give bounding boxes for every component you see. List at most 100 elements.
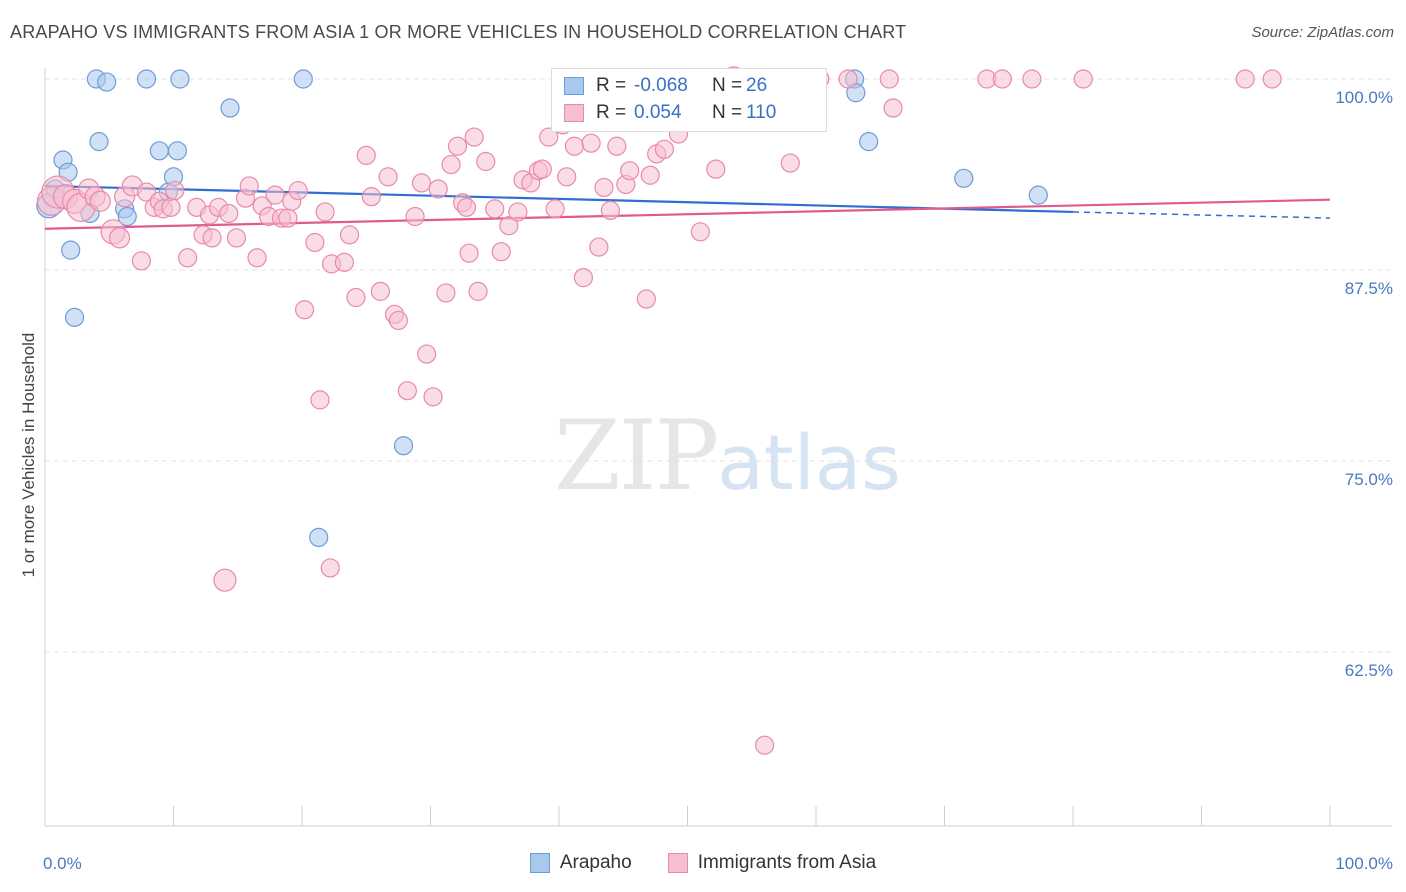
legend-r-label: R =	[596, 102, 627, 123]
data-point	[397, 381, 417, 401]
data-point	[600, 200, 621, 221]
legend-swatch-immigrants-asia	[564, 104, 584, 122]
y-tick-label: 87.5%	[1345, 279, 1393, 298]
data-point	[780, 153, 800, 173]
data-point	[219, 203, 239, 224]
data-point	[334, 252, 355, 272]
data-point	[226, 228, 247, 248]
legend-label-arapaho: Arapaho	[559, 852, 632, 873]
data-point	[315, 202, 335, 222]
data-point	[165, 180, 185, 201]
data-point	[202, 228, 222, 248]
stats-legend: R = -0.068 N = 26 R = 0.054 N = 110	[551, 68, 827, 132]
legend-r-value: -0.068	[634, 75, 688, 96]
trend-line	[44, 198, 1331, 230]
data-point	[61, 240, 81, 260]
data-point	[954, 168, 974, 188]
y-axis-label: 1 or more Vehicles in Household	[19, 333, 38, 578]
data-point	[97, 72, 117, 92]
data-point	[247, 248, 267, 268]
legend-n-label: N =	[712, 102, 743, 123]
data-point	[388, 310, 408, 331]
data-point	[654, 139, 674, 159]
data-point	[378, 167, 398, 187]
data-point	[1235, 69, 1255, 89]
data-point	[476, 151, 496, 172]
data-point	[278, 208, 298, 228]
data-point	[64, 307, 85, 327]
data-point	[294, 300, 315, 320]
data-point	[310, 390, 330, 410]
series-legend: Arapaho Immigrants from Asia	[0, 852, 1406, 874]
data-point	[464, 127, 484, 147]
data-point	[239, 176, 259, 196]
data-point	[89, 190, 111, 212]
data-point	[293, 69, 313, 89]
data-point	[859, 132, 879, 152]
data-point	[532, 159, 552, 179]
data-point	[838, 69, 858, 89]
watermark: ZIPatlas	[554, 400, 901, 512]
legend-row-immigrants-asia: R = 0.054 N = 110	[564, 100, 776, 126]
data-point	[441, 154, 461, 175]
data-point	[1073, 69, 1093, 89]
series-immigrants-from-asia	[36, 66, 1282, 755]
data-point	[170, 69, 190, 89]
data-point	[167, 141, 187, 161]
data-point	[423, 387, 443, 407]
data-point	[288, 180, 308, 201]
data-point	[557, 167, 577, 187]
data-point	[539, 127, 559, 147]
data-point	[607, 136, 627, 156]
data-point	[456, 197, 477, 217]
data-point	[640, 165, 660, 185]
legend-swatch-arapaho	[564, 77, 584, 95]
trend-lines	[44, 184, 1331, 230]
data-point	[339, 225, 360, 245]
data-point	[508, 202, 528, 222]
x-tick-label: 100.0%	[1335, 854, 1393, 873]
legend-swatch-immigrants-asia	[667, 853, 688, 873]
data-point	[411, 173, 432, 193]
data-point	[690, 222, 710, 242]
data-point	[149, 141, 169, 161]
legend-label-immigrants-asia: Immigrants from Asia	[697, 852, 877, 873]
legend-item-arapaho[interactable]: Arapaho	[529, 852, 632, 874]
legend-n-label: N =	[712, 75, 743, 96]
legend-r-label: R =	[596, 75, 627, 96]
data-point	[883, 98, 903, 118]
legend-item-immigrants-asia[interactable]: Immigrants from Asia	[667, 852, 877, 874]
data-point	[1028, 185, 1048, 205]
data-point	[589, 237, 609, 257]
legend-n-value: 26	[746, 75, 768, 96]
data-point	[393, 436, 414, 456]
legend-row-arapaho: R = -0.068 N = 26	[564, 73, 767, 99]
data-point	[117, 206, 137, 227]
data-point	[754, 735, 775, 755]
data-point	[305, 232, 325, 253]
data-point	[161, 197, 181, 217]
data-point	[436, 283, 456, 303]
data-point	[581, 133, 601, 153]
data-point	[499, 216, 519, 236]
data-point	[459, 243, 479, 263]
y-tick-label: 62.5%	[1345, 661, 1393, 680]
legend-n-value: 110	[746, 102, 777, 123]
x-tick-label: 0.0%	[43, 854, 82, 873]
data-point	[485, 199, 505, 219]
data-point	[428, 179, 448, 199]
data-point	[636, 289, 656, 309]
trend-line-extension	[1072, 211, 1331, 219]
data-point	[213, 568, 237, 592]
legend-swatch-arapaho	[529, 853, 550, 873]
source-label: Source: ZipAtlas.com	[1251, 24, 1394, 41]
data-point	[594, 177, 614, 198]
data-point	[108, 227, 131, 249]
data-point	[89, 132, 109, 152]
data-point	[136, 69, 157, 89]
data-point	[564, 136, 585, 156]
data-points	[36, 66, 1282, 755]
tick-labels: 100.0% 87.5% 75.0% 62.5% 0.0% 100.0%	[43, 88, 1393, 873]
data-point	[220, 98, 240, 118]
